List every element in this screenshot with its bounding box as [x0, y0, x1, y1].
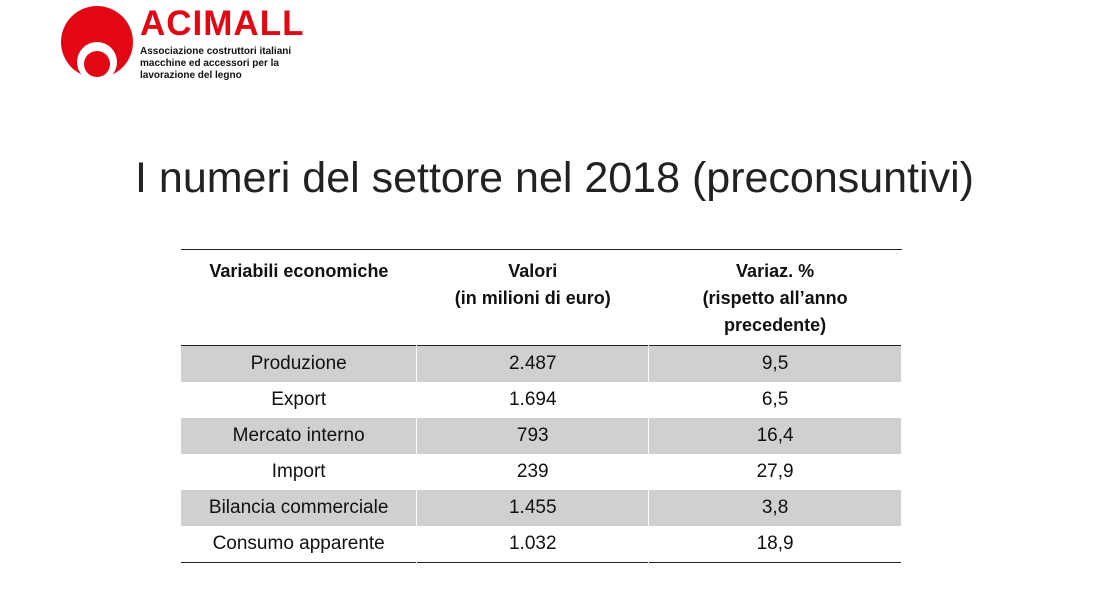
column-header: Valori (in milioni di euro) — [417, 250, 649, 346]
acimall-logo: ACIMALL Associazione costruttori italian… — [60, 2, 360, 86]
column-header: Variaz. % (rispetto all’anno precedente) — [649, 250, 902, 346]
change-cell: 3,8 — [648, 490, 902, 526]
variable-cell: Bilancia commerciale — [181, 490, 418, 526]
tagline-line: macchine ed accessori per la — [140, 58, 279, 69]
variable-cell: Consumo apparente — [181, 526, 418, 563]
table-row: Import 239 27,9 — [181, 454, 902, 490]
change-cell: 9,5 — [648, 345, 902, 382]
value-cell: 2.487 — [416, 345, 650, 382]
tagline-line: lavorazione del legno — [140, 70, 242, 81]
change-cell: 16,4 — [648, 418, 902, 454]
change-cell: 27,9 — [648, 454, 902, 490]
header-line: precedente) — [724, 315, 827, 335]
header-line: (rispetto all’anno — [702, 288, 848, 308]
logo-tagline: Associazione costruttori italiani macchi… — [140, 46, 291, 82]
variable-cell: Import — [181, 454, 418, 490]
table-row: Produzione 2.487 9,5 — [181, 345, 902, 382]
change-cell: 6,5 — [648, 382, 902, 418]
table-row: Mercato interno 793 16,4 — [181, 418, 902, 454]
header-line: Variaz. % — [736, 261, 815, 281]
table-row: Export 1.694 6,5 — [181, 382, 902, 418]
column-header: Variabili economiche — [181, 250, 417, 346]
value-cell: 1.694 — [416, 382, 650, 418]
variable-cell: Produzione — [181, 345, 418, 382]
variable-cell: Export — [181, 382, 418, 418]
header-line: Variabili economiche — [209, 261, 389, 281]
variable-cell: Mercato interno — [181, 418, 418, 454]
header-line: (in milioni di euro) — [454, 288, 611, 308]
table-header-row: Variabili economiche Valori (in milioni di… — [181, 249, 902, 346]
table-row: Consumo apparente 1.032 18,9 — [181, 526, 902, 563]
tagline-line: Associazione costruttori italiani — [140, 46, 292, 57]
table-row: Bilancia commerciale 1.455 3,8 — [181, 490, 902, 526]
value-cell: 239 — [416, 454, 650, 490]
logo-brand: ACIMALL — [140, 4, 305, 43]
change-cell: 18,9 — [648, 526, 902, 563]
logo-circle-icon — [61, 6, 133, 82]
page-title: I numeri del settore nel 2018 (preconsun… — [135, 154, 974, 202]
value-cell: 1.032 — [416, 526, 650, 563]
value-cell: 1.455 — [416, 490, 650, 526]
economic-data-table: Variabili economiche Valori (in milioni di… — [181, 249, 902, 563]
header-line: Valori — [508, 261, 558, 281]
value-cell: 793 — [416, 418, 650, 454]
